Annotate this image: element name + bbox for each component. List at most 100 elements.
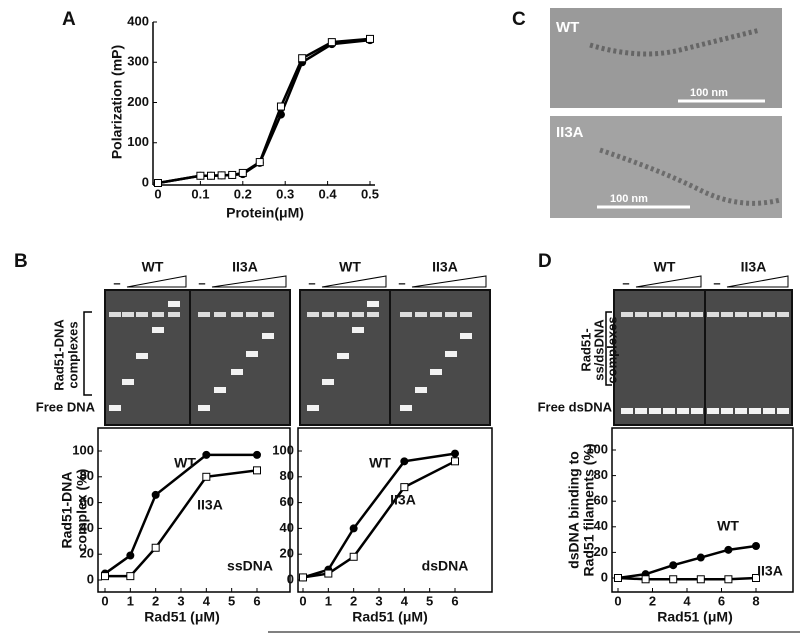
marker xyxy=(349,552,358,561)
gel-wedge xyxy=(635,275,702,288)
x-tick-label: 4 xyxy=(401,593,409,608)
panel-label: C xyxy=(512,9,526,30)
gel-wedge xyxy=(726,275,789,288)
gel-y-label: ss/dsDNA xyxy=(591,319,606,381)
marker xyxy=(238,168,247,177)
series-label: II3A xyxy=(197,497,223,513)
x-tick-label: 5 xyxy=(228,593,235,608)
y-tick-label: 40 xyxy=(594,518,608,533)
marker xyxy=(154,179,162,187)
marker xyxy=(255,158,264,167)
band xyxy=(352,327,364,333)
micrograph-label: II3A xyxy=(556,124,584,141)
band xyxy=(735,312,747,317)
band xyxy=(400,405,412,411)
band xyxy=(246,351,258,357)
y-tick-label: 20 xyxy=(80,546,94,561)
band xyxy=(749,408,761,414)
series-line xyxy=(617,544,757,580)
x-tick-label: 8 xyxy=(752,593,759,608)
marker xyxy=(126,551,135,560)
marker xyxy=(400,457,409,466)
y-axis-label: Rad51 filaments (%) xyxy=(581,443,597,576)
marker xyxy=(327,38,336,47)
y-tick-label: 200 xyxy=(127,94,149,109)
band xyxy=(168,312,180,317)
x-axis-label: Rad51 (μM) xyxy=(657,609,732,625)
gel-free-label: Free dsDNA xyxy=(538,399,613,414)
x-tick-label: 1 xyxy=(325,593,332,608)
marker xyxy=(276,102,285,111)
marker xyxy=(202,472,211,481)
gel-minus: – xyxy=(398,275,405,290)
gel-wedge xyxy=(211,275,287,288)
band xyxy=(445,351,457,357)
panel-label: B xyxy=(14,251,28,272)
series-label: WT xyxy=(174,455,196,471)
band xyxy=(663,408,675,414)
y-tick-label: 60 xyxy=(280,494,294,509)
x-tick-label: 4 xyxy=(683,593,691,608)
y-tick-label: 100 xyxy=(586,441,608,456)
marker xyxy=(696,553,705,562)
y-tick-label: 40 xyxy=(280,520,294,535)
y-tick-label: 0 xyxy=(287,571,294,586)
marker xyxy=(724,545,733,554)
bracket xyxy=(83,311,92,396)
band xyxy=(649,312,661,317)
band xyxy=(307,312,319,317)
band xyxy=(337,353,349,359)
micrograph xyxy=(550,116,782,218)
x-axis-label: Protein(μM) xyxy=(226,205,304,221)
filament xyxy=(599,147,781,206)
marker xyxy=(724,575,733,584)
y-axis-label: complex (%) xyxy=(74,469,90,551)
marker xyxy=(400,483,409,492)
x-tick-label: 0.5 xyxy=(361,186,379,201)
x-tick-label: 0 xyxy=(614,593,621,608)
y-tick-label: 0 xyxy=(87,571,94,586)
band xyxy=(168,301,180,307)
band xyxy=(367,301,379,307)
scale-label: 100 nm xyxy=(610,193,648,205)
band xyxy=(352,312,364,317)
y-tick-label: 80 xyxy=(280,468,294,483)
gel-lane-label: II3A xyxy=(232,259,258,275)
band xyxy=(337,312,349,317)
x-tick-label: 1 xyxy=(127,593,134,608)
y-tick-label: 400 xyxy=(127,13,149,28)
x-axis-label: Rad51 (μM) xyxy=(144,609,219,625)
gel-frame xyxy=(104,289,291,426)
x-tick-label: 6 xyxy=(451,593,458,608)
gel-minus: – xyxy=(713,275,720,290)
band xyxy=(231,312,243,317)
series-label: II3A xyxy=(390,492,416,508)
x-tick-label: 5 xyxy=(426,593,433,608)
x-tick-label: 2 xyxy=(649,593,656,608)
band xyxy=(763,408,775,414)
gel-y-label: complexes xyxy=(604,316,619,383)
band xyxy=(635,408,647,414)
gel-free-label: Free DNA xyxy=(36,399,96,414)
x-tick-label: 0 xyxy=(154,186,161,201)
scale-label: 100 nm xyxy=(690,87,728,99)
panel-label: D xyxy=(538,251,552,272)
band xyxy=(214,312,226,317)
band xyxy=(691,312,703,317)
gel-minus: – xyxy=(308,275,315,290)
series-line xyxy=(157,37,371,185)
band xyxy=(621,312,633,317)
filament xyxy=(589,27,761,57)
marker xyxy=(752,574,760,582)
y-axis-label: Polarization (mP) xyxy=(109,45,125,159)
y-tick-label: 20 xyxy=(594,544,608,559)
x-tick-label: 0 xyxy=(299,593,306,608)
gel-minus: – xyxy=(622,275,629,290)
marker xyxy=(366,34,374,43)
marker xyxy=(151,490,160,499)
x-tick-label: 0.1 xyxy=(191,186,209,201)
gel-y-label: Rad51- xyxy=(578,328,593,371)
marker xyxy=(349,524,358,533)
marker xyxy=(151,543,160,552)
band xyxy=(415,387,427,393)
